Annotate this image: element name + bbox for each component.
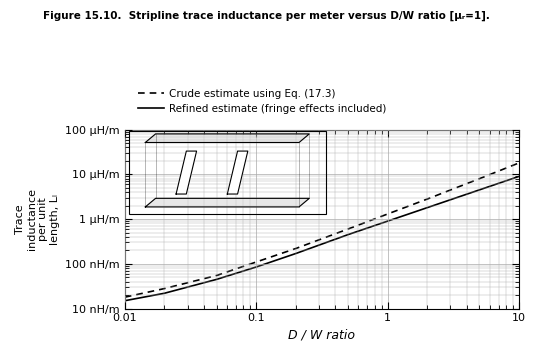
- Refined estimate (fringe effects included): [424, 206, 431, 210]
- Line: Crude estimate using Eq. (17.3): Crude estimate using Eq. (17.3): [125, 163, 519, 297]
- Crude estimate using Eq. (17.3): [476, 177, 483, 181]
- Legend: Crude estimate using Eq. (17.3), Refined estimate (fringe effects included): Crude estimate using Eq. (17.3), Refined…: [134, 85, 391, 118]
- X-axis label: D / W ratio: D / W ratio: [288, 329, 355, 342]
- Crude estimate using Eq. (17.3): [161, 286, 168, 291]
- Refined estimate (fringe effects included): [345, 232, 351, 237]
- Crude estimate using Eq. (17.3): [293, 246, 299, 251]
- Line: Refined estimate (fringe effects included): Refined estimate (fringe effects include…: [125, 176, 519, 301]
- Crude estimate using Eq. (17.3): [424, 197, 431, 201]
- Refined estimate (fringe effects included): [122, 298, 128, 303]
- Crude estimate using Eq. (17.3): [122, 295, 128, 299]
- Crude estimate using Eq. (17.3): [253, 260, 260, 264]
- Refined estimate (fringe effects included): [516, 174, 522, 178]
- Crude estimate using Eq. (17.3): [516, 161, 522, 165]
- Y-axis label: Trace
inductance
per unit
length, Lₗ: Trace inductance per unit length, Lₗ: [15, 188, 60, 250]
- Refined estimate (fringe effects included): [384, 219, 391, 223]
- Refined estimate (fringe effects included): [476, 188, 483, 192]
- Refined estimate (fringe effects included): [161, 291, 168, 295]
- Refined estimate (fringe effects included): [214, 277, 220, 282]
- Crude estimate using Eq. (17.3): [384, 212, 391, 216]
- Crude estimate using Eq. (17.3): [214, 273, 220, 278]
- Refined estimate (fringe effects included): [253, 265, 260, 269]
- Refined estimate (fringe effects included): [293, 251, 299, 256]
- Text: Figure 15.10.  Stripline trace inductance per meter versus D/W ratio [μᵣ=1].: Figure 15.10. Stripline trace inductance…: [43, 11, 490, 21]
- Crude estimate using Eq. (17.3): [345, 227, 351, 231]
